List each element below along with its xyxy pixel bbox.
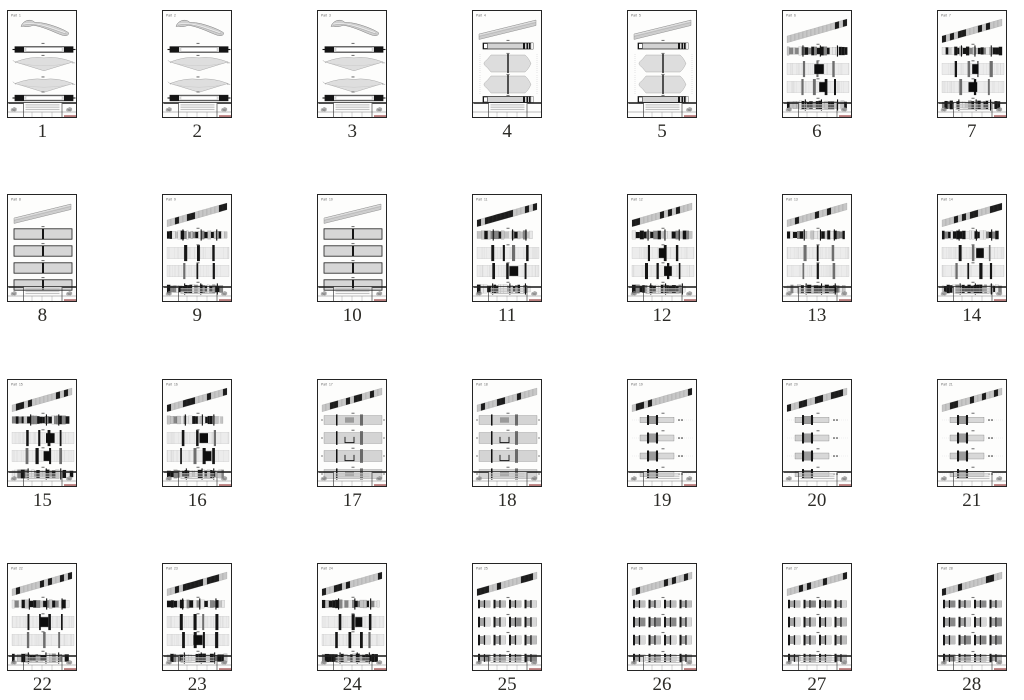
svg-text:Part: Part (631, 198, 637, 202)
svg-text:Part: Part (476, 198, 482, 202)
svg-text:Part: Part (786, 13, 792, 17)
svg-text:Part: Part (11, 567, 17, 571)
svg-text:Part: Part (321, 567, 327, 571)
svg-text:23: 23 (174, 567, 178, 571)
svg-text:Part: Part (786, 567, 792, 571)
svg-text:Part: Part (166, 13, 172, 17)
svg-text:25: 25 (484, 567, 488, 571)
svg-text:8: 8 (19, 198, 21, 202)
svg-text:5: 5 (639, 13, 641, 17)
svg-text:20: 20 (794, 382, 798, 386)
svg-text:14: 14 (949, 198, 953, 202)
svg-text:Part: Part (941, 382, 947, 386)
svg-text:10: 10 (329, 198, 333, 202)
svg-text:Part: Part (321, 13, 327, 17)
svg-text:28: 28 (949, 567, 953, 571)
svg-text:18: 18 (484, 382, 488, 386)
svg-text:7: 7 (949, 13, 951, 17)
svg-text:16: 16 (174, 382, 178, 386)
svg-text:19: 19 (639, 382, 643, 386)
svg-text:Part: Part (166, 382, 172, 386)
svg-text:11: 11 (484, 198, 488, 202)
svg-text:2: 2 (174, 13, 176, 17)
svg-text:Part: Part (631, 382, 637, 386)
svg-text:13: 13 (794, 198, 798, 202)
svg-text:Part: Part (786, 382, 792, 386)
svg-text:27: 27 (794, 567, 798, 571)
svg-text:Part: Part (941, 567, 947, 571)
svg-text:Part: Part (11, 13, 17, 17)
svg-text:17: 17 (329, 382, 333, 386)
svg-text:4: 4 (484, 13, 486, 17)
svg-text:24: 24 (329, 567, 333, 571)
svg-text:Part: Part (166, 198, 172, 202)
svg-text:21: 21 (949, 382, 953, 386)
svg-text:Part: Part (631, 13, 637, 17)
svg-text:Part: Part (166, 567, 172, 571)
svg-text:Part: Part (321, 198, 327, 202)
svg-text:Part: Part (476, 382, 482, 386)
svg-text:3: 3 (329, 13, 331, 17)
svg-text:6: 6 (794, 13, 796, 17)
svg-text:Part: Part (11, 382, 17, 386)
svg-text:1: 1 (19, 13, 21, 17)
svg-text:Part: Part (786, 198, 792, 202)
svg-text:22: 22 (19, 567, 23, 571)
svg-text:Part: Part (476, 13, 482, 17)
svg-text:12: 12 (639, 198, 643, 202)
svg-text:Part: Part (476, 567, 482, 571)
svg-text:9: 9 (174, 198, 176, 202)
svg-text:26: 26 (639, 567, 643, 571)
svg-text:Part: Part (941, 13, 947, 17)
svg-text:15: 15 (19, 382, 23, 386)
svg-text:Part: Part (321, 382, 327, 386)
svg-text:Part: Part (631, 567, 637, 571)
svg-text:Part: Part (941, 198, 947, 202)
svg-text:Part: Part (11, 198, 17, 202)
